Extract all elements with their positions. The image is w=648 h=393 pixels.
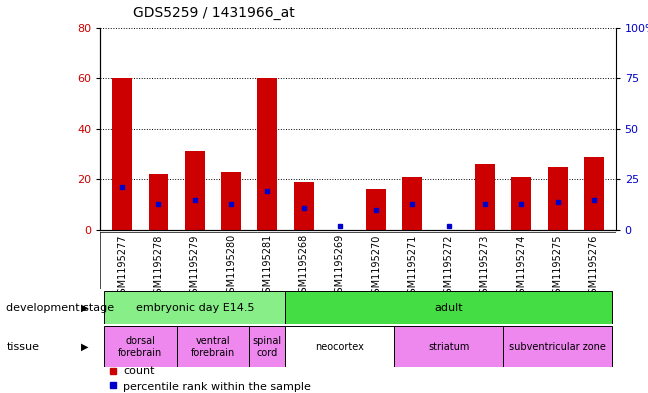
Text: GSM1195277: GSM1195277 bbox=[117, 234, 127, 299]
Bar bbox=[286, 291, 612, 324]
Bar bbox=[394, 326, 503, 367]
Text: embryonic day E14.5: embryonic day E14.5 bbox=[135, 303, 254, 312]
Bar bbox=[584, 156, 604, 230]
Text: GSM1195272: GSM1195272 bbox=[444, 234, 454, 299]
Text: GSM1195275: GSM1195275 bbox=[553, 234, 562, 299]
Text: percentile rank within the sample: percentile rank within the sample bbox=[123, 382, 311, 392]
Text: ventral
forebrain: ventral forebrain bbox=[191, 336, 235, 358]
Text: ▶: ▶ bbox=[81, 342, 89, 352]
Bar bbox=[104, 291, 286, 324]
Text: development stage: development stage bbox=[6, 303, 115, 312]
Text: GSM1195274: GSM1195274 bbox=[516, 234, 526, 299]
Text: GSM1195271: GSM1195271 bbox=[408, 234, 417, 299]
Text: adult: adult bbox=[434, 303, 463, 312]
Bar bbox=[511, 177, 531, 230]
Text: ▶: ▶ bbox=[81, 303, 89, 312]
Bar bbox=[294, 182, 314, 230]
Bar bbox=[257, 78, 277, 230]
Text: GSM1195280: GSM1195280 bbox=[226, 234, 236, 299]
Bar bbox=[286, 326, 394, 367]
Bar bbox=[249, 326, 286, 367]
Text: GSM1195276: GSM1195276 bbox=[589, 234, 599, 299]
Text: GSM1195268: GSM1195268 bbox=[299, 234, 308, 299]
Text: GSM1195279: GSM1195279 bbox=[190, 234, 200, 299]
Bar bbox=[548, 167, 568, 230]
Text: tissue: tissue bbox=[6, 342, 40, 352]
Bar bbox=[475, 164, 495, 230]
Bar bbox=[503, 326, 612, 367]
Bar bbox=[148, 174, 168, 230]
Text: dorsal
forebrain: dorsal forebrain bbox=[118, 336, 163, 358]
Text: GSM1195269: GSM1195269 bbox=[335, 234, 345, 299]
Text: striatum: striatum bbox=[428, 342, 469, 352]
Bar bbox=[185, 151, 205, 230]
Bar bbox=[221, 172, 241, 230]
Text: spinal
cord: spinal cord bbox=[253, 336, 282, 358]
Bar bbox=[177, 326, 249, 367]
Bar bbox=[402, 177, 422, 230]
Bar bbox=[104, 326, 177, 367]
Text: GSM1195270: GSM1195270 bbox=[371, 234, 381, 299]
Bar bbox=[112, 78, 132, 230]
Text: neocortex: neocortex bbox=[316, 342, 364, 352]
Text: count: count bbox=[123, 366, 155, 376]
Text: GDS5259 / 1431966_at: GDS5259 / 1431966_at bbox=[133, 6, 295, 20]
Bar bbox=[366, 189, 386, 230]
Text: GSM1195278: GSM1195278 bbox=[154, 234, 163, 299]
Text: GSM1195273: GSM1195273 bbox=[480, 234, 490, 299]
Text: GSM1195281: GSM1195281 bbox=[262, 234, 272, 299]
Text: subventricular zone: subventricular zone bbox=[509, 342, 606, 352]
